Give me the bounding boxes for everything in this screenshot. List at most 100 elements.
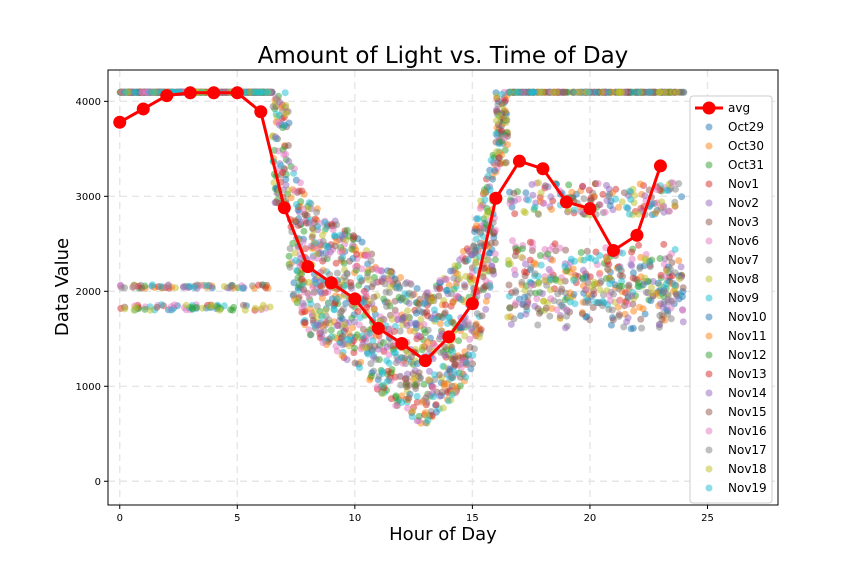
scatter-point (619, 249, 627, 257)
legend-marker (705, 237, 713, 245)
scatter-point (292, 257, 300, 264)
scatter-point (504, 256, 512, 264)
scatter-point (290, 290, 298, 298)
scatter-point (570, 276, 578, 284)
scatter-point (565, 181, 573, 189)
scatter-point (626, 187, 634, 195)
scatter-point (386, 341, 394, 349)
scatter-point (590, 278, 598, 286)
scatter-point (558, 285, 566, 293)
scatter-point (312, 279, 320, 287)
scatter-point (342, 300, 350, 307)
x-tick-label: 15 (466, 513, 479, 524)
scatter-point (358, 332, 366, 340)
scatter-point (399, 294, 406, 302)
scatter-point (340, 273, 348, 281)
series-Nov16 (116, 88, 687, 412)
scatter-point (512, 248, 520, 256)
scatter-point (411, 374, 419, 382)
scatter-point (279, 169, 287, 176)
scatter-point (620, 189, 628, 197)
scatter-point (291, 249, 299, 257)
scatter-point (660, 240, 668, 248)
scatter-point (345, 342, 353, 350)
scatter-point (370, 306, 378, 314)
scatter-point (498, 90, 506, 98)
scatter-point (388, 315, 396, 323)
legend-label: Nov18 (728, 462, 767, 476)
scatter-point (668, 88, 676, 96)
scatter-point (157, 282, 165, 290)
scatter-point (398, 399, 406, 406)
scatter-point (629, 269, 637, 277)
scatter-point (269, 103, 277, 111)
scatter-point (145, 88, 153, 96)
scatter-point (301, 319, 309, 327)
scatter-point (424, 326, 432, 334)
scatter-point (601, 208, 609, 216)
y-axis-label: Data Value (52, 238, 73, 336)
scatter-point (340, 321, 348, 328)
scatter-point (628, 88, 636, 96)
scatter-point (492, 130, 500, 138)
scatter-point (262, 88, 270, 96)
scatter-point (597, 277, 605, 285)
scatter-point (484, 208, 492, 216)
scatter-point (216, 306, 223, 314)
scatter-point (378, 390, 386, 398)
scatter-point (648, 289, 655, 297)
avg-point (136, 102, 150, 116)
legend-marker (705, 275, 713, 283)
scatter-point (164, 282, 172, 290)
scatter-point (382, 288, 390, 296)
scatter-point (259, 301, 267, 309)
legend-marker (705, 484, 713, 492)
scatter-point (413, 285, 421, 292)
scatter-point (313, 250, 321, 258)
scatter-point (411, 381, 419, 389)
scatter-point (386, 269, 394, 277)
scatter-point (547, 193, 555, 201)
scatter-point (424, 416, 432, 424)
scatter-point (524, 196, 532, 204)
scatter-point (517, 312, 525, 320)
scatter-point (362, 289, 370, 297)
scatter-point (437, 349, 445, 356)
scatter-point (474, 215, 482, 223)
scatter-point (646, 258, 654, 266)
scatter-point (130, 88, 138, 96)
scatter-point (534, 210, 542, 218)
scatter-point (634, 282, 642, 290)
avg-point (301, 260, 315, 274)
scatter-point (220, 283, 228, 290)
scatter-point (396, 327, 404, 335)
scatter-point (614, 303, 622, 311)
scatter-point (461, 283, 469, 291)
scatter-point (413, 392, 421, 400)
legend-label: Nov3 (728, 215, 759, 229)
scatter-point (349, 232, 357, 240)
scatter-point (333, 295, 341, 303)
scatter-point (522, 260, 529, 268)
scatter-point (306, 331, 314, 339)
scatter-point (627, 196, 635, 203)
legend-marker (705, 446, 713, 454)
scatter-point (593, 88, 601, 96)
scatter-point (356, 364, 364, 372)
scatter-point (345, 330, 353, 338)
scatter-point (198, 304, 206, 312)
legend-marker (705, 465, 713, 473)
legend-label: Nov6 (728, 234, 759, 248)
scatter-point (405, 289, 413, 297)
x-tick-label: 25 (701, 513, 714, 524)
scatter-point (366, 329, 373, 337)
legend-label: avg (728, 101, 750, 115)
scatter-point (489, 267, 497, 275)
scatter-point (662, 280, 670, 288)
legend-box (689, 95, 773, 504)
scatter-point (646, 88, 653, 96)
scatter-point (443, 275, 451, 283)
scatter-point (538, 88, 546, 96)
scatter-point (449, 267, 457, 275)
scatter-point (255, 281, 263, 289)
